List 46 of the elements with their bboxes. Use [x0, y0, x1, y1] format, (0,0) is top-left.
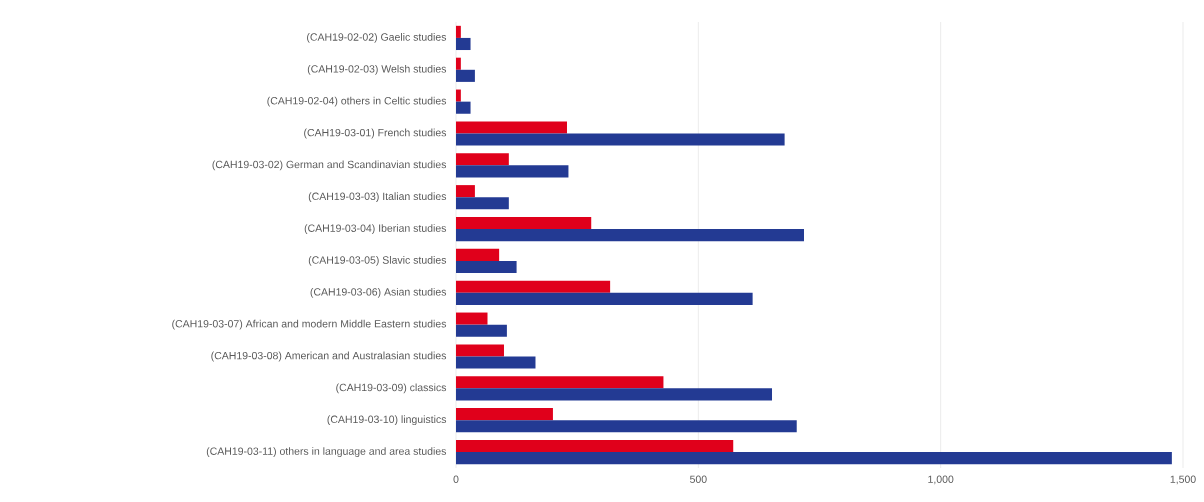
- bar: [456, 452, 1172, 465]
- bar: [456, 229, 804, 242]
- y-tick-label: (CAH19-02-02) Gaelic studies: [307, 33, 447, 43]
- x-tick-label: 500: [690, 475, 707, 483]
- bar: [456, 420, 797, 433]
- y-tick-label: (CAH19-03-10) linguistics: [327, 415, 447, 426]
- bar: [456, 37, 471, 51]
- y-tick-label: (CAH19-03-09) classics: [336, 383, 447, 394]
- bar: [456, 376, 664, 389]
- bar: [456, 312, 488, 325]
- x-tick-label: 0: [453, 475, 459, 483]
- bar: [456, 356, 536, 369]
- bar: [456, 248, 500, 261]
- y-tick-label: (CAH19-03-05) Slavic studies: [308, 256, 447, 266]
- bar: [456, 324, 507, 337]
- bar: [456, 197, 509, 210]
- bar: [456, 260, 517, 274]
- y-tick-label: (CAH19-03-06) Asian studies: [310, 287, 447, 298]
- y-tick-label: (CAH19-03-03) Italian studies: [308, 192, 447, 203]
- bar: [456, 57, 461, 70]
- y-tick-label: (CAH19-03-04) Iberian studies: [304, 224, 447, 234]
- y-tick-label: (CAH19-03-01) French studies: [304, 128, 447, 139]
- y-tick-label: (CAH19-03-08) American and Australasian studies: [211, 351, 447, 362]
- bar: [456, 439, 734, 453]
- bar: [456, 344, 504, 357]
- bar: [456, 25, 461, 38]
- bar: [456, 101, 471, 114]
- bar: [456, 153, 509, 166]
- y-tick-label: (CAH19-02-04) others in Celtic studies: [267, 96, 447, 107]
- x-tick-label: 1,500: [1170, 475, 1196, 485]
- bar: [456, 89, 461, 102]
- y-tick-label: (CAH19-03-07) African and modern Middle Eastern studies: [172, 319, 447, 330]
- x-tick-label: 1,000: [928, 475, 954, 485]
- y-tick-label: (CAH19-02-03) Welsh studies: [307, 64, 447, 75]
- y-tick-label: (CAH19-03-02) German and Scandinavian studies: [212, 160, 447, 171]
- y-tick-label: (CAH19-03-11) others in language and area studies: [206, 447, 447, 457]
- bar: [456, 121, 567, 134]
- bar: [456, 280, 611, 293]
- bar: [456, 292, 753, 305]
- bar: [456, 408, 553, 421]
- bar: [456, 185, 475, 198]
- bar: [456, 133, 785, 146]
- bar: [456, 165, 569, 178]
- bar: [456, 216, 592, 230]
- bar: [456, 388, 773, 401]
- bar: [456, 69, 475, 82]
